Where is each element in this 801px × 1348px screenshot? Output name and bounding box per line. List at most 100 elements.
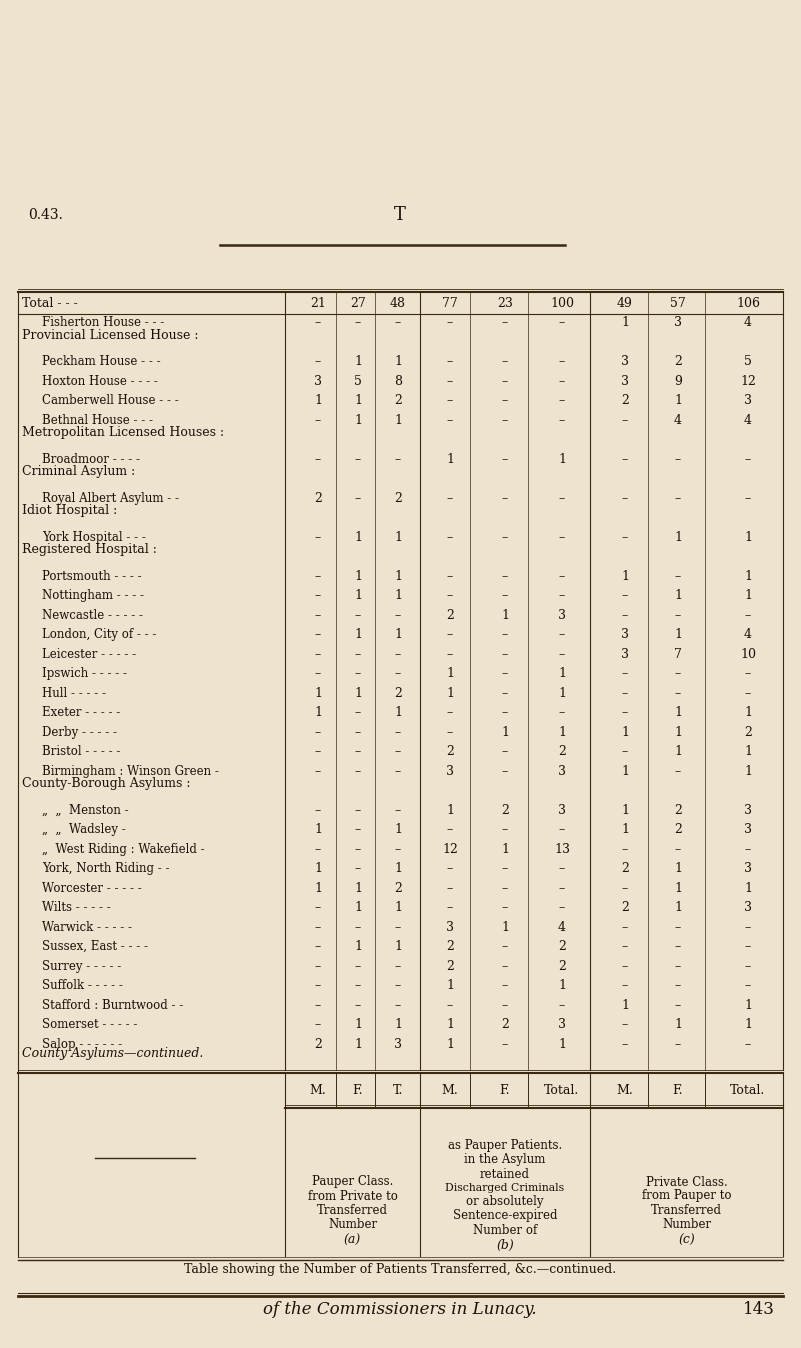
Text: Private Class.: Private Class.: [646, 1175, 727, 1189]
Text: –: –: [315, 921, 321, 934]
Text: –: –: [622, 589, 628, 603]
Text: Broadmoor - - - -: Broadmoor - - - -: [42, 453, 140, 466]
Text: –: –: [447, 725, 453, 739]
Text: 13: 13: [554, 842, 570, 856]
Text: 1: 1: [674, 725, 682, 739]
Text: 57: 57: [670, 297, 686, 310]
Text: 1: 1: [394, 628, 402, 642]
Text: –: –: [675, 686, 681, 700]
Text: 1: 1: [744, 570, 752, 582]
Text: –: –: [675, 667, 681, 681]
Text: M.: M.: [310, 1084, 326, 1096]
Text: 5: 5: [744, 356, 752, 368]
Text: Total - - -: Total - - -: [22, 297, 78, 310]
Text: –: –: [355, 824, 361, 836]
Text: –: –: [447, 356, 453, 368]
Text: 2: 2: [314, 492, 322, 504]
Text: –: –: [395, 609, 401, 621]
Text: –: –: [745, 842, 751, 856]
Text: 1: 1: [674, 394, 682, 407]
Text: 2: 2: [674, 356, 682, 368]
Text: Pauper Class.: Pauper Class.: [312, 1175, 393, 1189]
Text: 1: 1: [621, 764, 629, 778]
Text: Hull - - - - -: Hull - - - - -: [42, 686, 106, 700]
Text: Portsmouth - - - -: Portsmouth - - - -: [42, 570, 142, 582]
Text: –: –: [315, 902, 321, 914]
Text: 1: 1: [744, 882, 752, 895]
Text: 3: 3: [446, 921, 454, 934]
Text: –: –: [502, 824, 508, 836]
Text: –: –: [559, 394, 566, 407]
Text: –: –: [355, 725, 361, 739]
Text: –: –: [502, 570, 508, 582]
Text: –: –: [315, 667, 321, 681]
Text: 3: 3: [744, 863, 752, 875]
Text: 1: 1: [674, 531, 682, 543]
Text: retained: retained: [480, 1167, 530, 1181]
Text: –: –: [502, 764, 508, 778]
Text: 3: 3: [674, 317, 682, 329]
Text: (a): (a): [344, 1233, 361, 1247]
Text: –: –: [315, 317, 321, 329]
Text: 2: 2: [394, 686, 402, 700]
Text: Idiot Hospital :: Idiot Hospital :: [22, 504, 117, 518]
Text: 1: 1: [446, 803, 454, 817]
Text: –: –: [622, 706, 628, 720]
Text: –: –: [355, 979, 361, 992]
Text: 1: 1: [314, 706, 322, 720]
Text: 1: 1: [354, 902, 362, 914]
Text: 3: 3: [621, 628, 629, 642]
Text: York Hospital - - -: York Hospital - - -: [42, 531, 146, 543]
Text: 1: 1: [674, 863, 682, 875]
Text: 1: 1: [394, 941, 402, 953]
Text: –: –: [315, 628, 321, 642]
Text: –: –: [395, 921, 401, 934]
Text: 1: 1: [394, 824, 402, 836]
Text: –: –: [745, 686, 751, 700]
Text: 1: 1: [674, 1018, 682, 1031]
Text: –: –: [502, 589, 508, 603]
Text: Hoxton House - - - -: Hoxton House - - - -: [42, 375, 158, 388]
Text: –: –: [502, 453, 508, 466]
Text: 2: 2: [501, 1018, 509, 1031]
Text: Bristol - - - - -: Bristol - - - - -: [42, 745, 120, 758]
Text: –: –: [355, 609, 361, 621]
Text: –: –: [395, 960, 401, 973]
Text: –: –: [622, 1018, 628, 1031]
Text: 1: 1: [354, 686, 362, 700]
Text: 1: 1: [501, 842, 509, 856]
Text: 1: 1: [558, 1038, 566, 1050]
Text: Sussex, East - - - -: Sussex, East - - - -: [42, 941, 148, 953]
Text: 1: 1: [394, 356, 402, 368]
Text: –: –: [315, 941, 321, 953]
Text: –: –: [447, 375, 453, 388]
Text: 2: 2: [394, 882, 402, 895]
Text: –: –: [559, 356, 566, 368]
Text: –: –: [395, 764, 401, 778]
Text: –: –: [315, 414, 321, 427]
Text: 2: 2: [446, 609, 454, 621]
Text: –: –: [675, 764, 681, 778]
Text: 1: 1: [558, 979, 566, 992]
Text: –: –: [745, 960, 751, 973]
Text: (b): (b): [496, 1239, 514, 1251]
Text: –: –: [502, 648, 508, 661]
Text: –: –: [502, 531, 508, 543]
Text: 2: 2: [558, 745, 566, 758]
Text: –: –: [447, 902, 453, 914]
Text: 3: 3: [394, 1038, 402, 1050]
Text: –: –: [745, 921, 751, 934]
Text: –: –: [559, 589, 566, 603]
Text: –: –: [559, 902, 566, 914]
Text: 1: 1: [558, 667, 566, 681]
Text: Nottingham - - - -: Nottingham - - - -: [42, 589, 144, 603]
Text: –: –: [559, 375, 566, 388]
Text: –: –: [447, 863, 453, 875]
Text: 2: 2: [314, 1038, 322, 1050]
Text: 0.43.: 0.43.: [28, 208, 62, 221]
Text: 1: 1: [674, 745, 682, 758]
Text: 1: 1: [744, 531, 752, 543]
Text: –: –: [745, 979, 751, 992]
Text: –: –: [622, 960, 628, 973]
Text: –: –: [502, 317, 508, 329]
